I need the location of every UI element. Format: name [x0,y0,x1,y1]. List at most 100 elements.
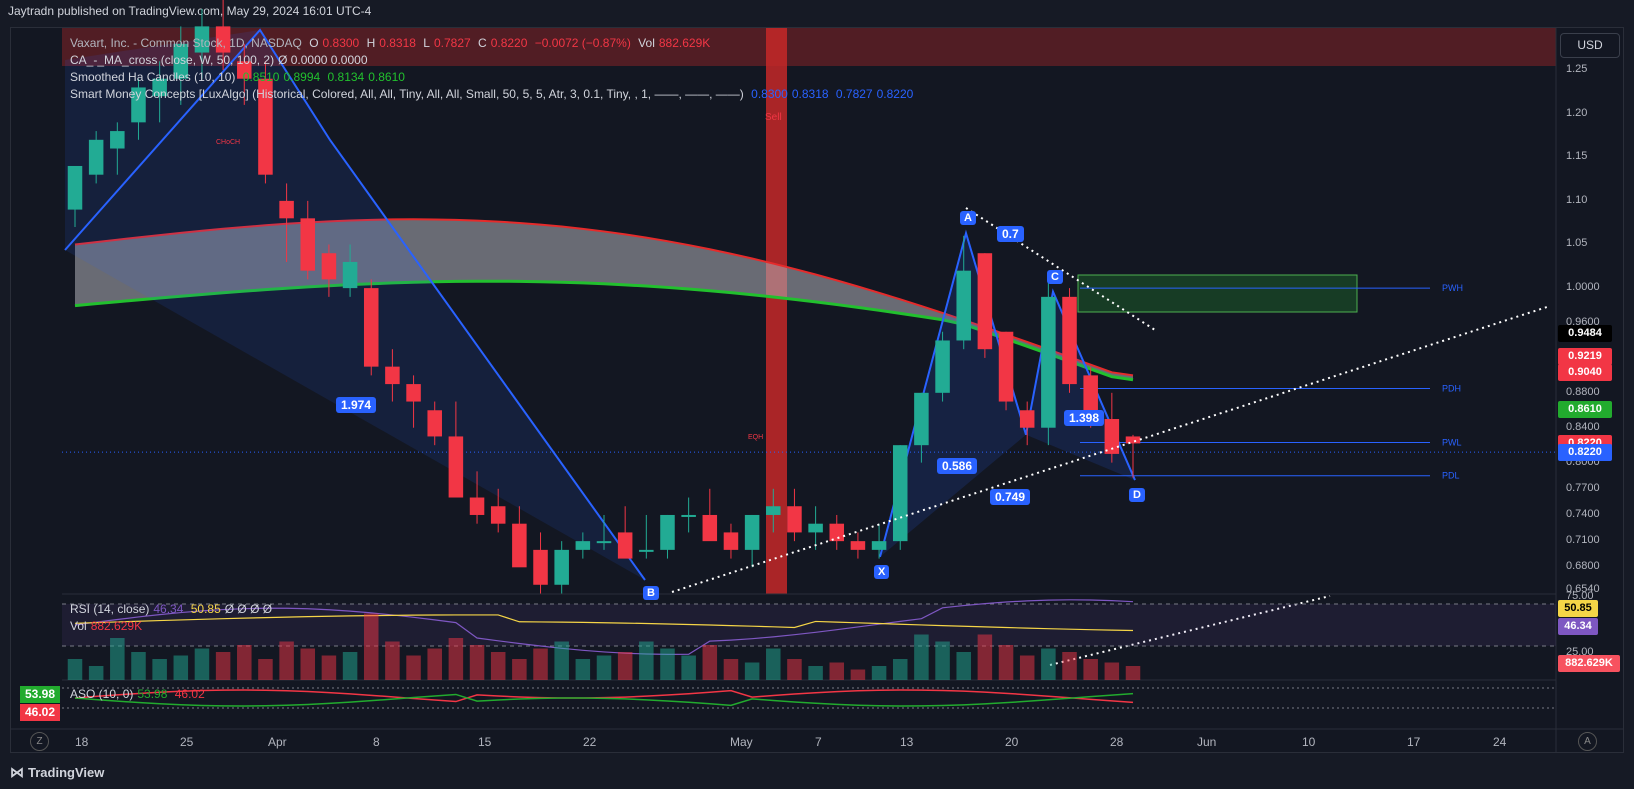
price-axis-label: 0.7400 [1566,507,1600,520]
volume-bar [1125,666,1141,680]
publish-info: Jaytradn published on TradingView.com, M… [8,4,372,18]
volume-bar [977,634,993,680]
candle-body [258,78,273,175]
pattern-point-label: B [643,586,659,600]
candle [427,401,442,446]
candle [850,532,866,559]
candle-body [342,261,358,289]
pattern-point-label: D [1129,488,1145,503]
volume-bar [702,645,718,680]
candle [977,253,993,358]
candle-body [660,514,675,550]
candle [152,61,167,123]
volume-bar [88,666,104,680]
pattern-point-label: X [874,564,890,579]
volume-bar [152,659,167,680]
scale-button-a[interactable]: A [1578,732,1597,751]
pattern-ratio-label: 0.749 [990,489,1031,505]
price-tag: 0.9040 [1558,363,1612,381]
sell-signal-label: Sell [765,112,782,123]
candle [1104,392,1120,463]
volume-bar [660,648,675,680]
candle [766,488,781,533]
candle [787,488,802,542]
candle [406,375,421,428]
price-axis-label: 1.05 [1566,237,1588,250]
candle-body [321,253,337,280]
candle-body [300,218,316,271]
choch-label: CHoCH [216,139,241,146]
volume-bar [131,652,146,680]
volume-bar [892,659,908,680]
volume-bars [67,613,1141,680]
candle-body [469,497,485,515]
candle [744,514,760,568]
scale-button-z[interactable]: Z [30,732,49,751]
level-label: PWL [1442,438,1462,448]
candle-body [427,410,442,437]
candle [88,131,104,184]
legend-volume: Vol 882.629K [70,619,143,633]
volume-bar [67,659,83,680]
volume-bar [427,648,442,680]
volume-bar [871,666,887,680]
footer-brand[interactable]: ⋈ TradingView [10,764,104,781]
volume-bar [554,641,569,680]
trendline-support [671,305,1551,593]
volume-bar [215,652,231,680]
candle [490,488,506,533]
volume-bar [808,666,823,680]
candle [660,514,675,559]
volume-bar [914,634,929,680]
candle [512,506,527,568]
volume-bar [1019,655,1035,680]
rsi-tag: 882.629K [1558,655,1620,672]
price-axis-label: 0.7700 [1566,481,1600,494]
volume-bar [194,648,210,680]
legend-smc: Smart Money Concepts [LuxAlgo] (Historic… [70,87,914,101]
pattern-ratio-label: 1.974 [336,397,377,413]
candle [110,122,125,175]
candle [279,183,294,262]
candle-body [237,61,252,79]
candle-body [639,549,654,552]
candle [533,532,548,594]
pattern-ratio-label: 0.7 [997,226,1024,242]
candle [617,506,633,559]
candle-body [998,331,1014,402]
candle [67,165,83,228]
price-tag: 0.8220 [1558,444,1612,462]
eqh-label: EQH [748,434,764,441]
candle [448,401,464,498]
aso-bull-line [74,692,1134,707]
candle [342,244,358,297]
candle [892,445,908,550]
candle-body [617,532,633,559]
candle [173,26,189,105]
legend-ma-cross: CA_-_MA_cross (close, W, 50, 100, 2) Ø 0.… [70,53,368,67]
candle-body [744,514,760,550]
rsi-ma-line [74,614,1134,632]
rsi-band [62,604,1556,646]
volume-bar [639,641,654,680]
legend-symbol: Vaxart, Inc. - Common Stock, 1D, NASDAQ … [70,36,711,50]
time-axis-label: Jun [1197,735,1217,749]
volume-bar [173,655,189,680]
candle-body [850,541,866,550]
time-axis-label: 17 [1407,735,1421,749]
level-lines: PWH PDH PWL PDL [62,283,1556,481]
legend-aso: ASO (10, 0) 53.98 46.02 [70,687,205,701]
volume-bar [850,669,866,680]
time-axis-label: 25 [180,735,194,749]
candle [363,279,379,376]
rsi-line [74,599,1134,655]
legend-ha-candles: Smoothed Ha Candles (10, 10) 0.8510 0.899… [70,70,405,84]
candle [1062,288,1077,393]
volume-bar [935,641,950,680]
volume-bar [448,638,464,680]
rsi-tag: 50.85 [1558,600,1598,617]
price-tag: 0.9219 [1558,348,1612,366]
volume-bar [766,648,781,680]
currency-button[interactable]: USD [1560,33,1620,58]
